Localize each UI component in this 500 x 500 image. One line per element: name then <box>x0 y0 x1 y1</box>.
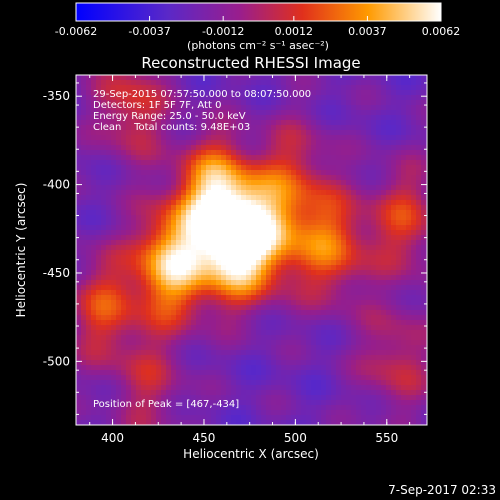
footer-timestamp: 7-Sep-2017 02:33 <box>388 483 496 497</box>
peak-position-label: Position of Peak = [467,-434] <box>93 399 239 410</box>
colorbar-frame <box>75 2 442 22</box>
colorbar-ticks: -0.0062 -0.0037 -0.0012 0.0012 0.0037 0.0062 <box>55 16 460 38</box>
colorbar-tick-label: -0.0062 <box>55 25 97 38</box>
colorbar-tick-label: -0.0012 <box>202 25 244 38</box>
colorbar-unit-label: (photons cm⁻² s⁻¹ asec⁻²) <box>187 39 329 52</box>
x-tick-label: 500 <box>284 431 307 445</box>
chart-title: Reconstructed RHESSI Image <box>141 54 360 72</box>
axis-ticks: 400 450 500 550 -350 -400 -450 -500 <box>43 75 427 445</box>
annotation-time-range: 29-Sep-2015 07:57:50.000 to 08:07:50.000 <box>93 89 311 100</box>
x-tick-label: 400 <box>101 431 124 445</box>
y-tick-label: -400 <box>43 178 70 192</box>
y-tick-label: -450 <box>43 266 70 280</box>
annotation-clean-counts: Clean Total counts: 9.48E+03 <box>93 122 250 133</box>
annotation-detectors: Detectors: 1F 5F 7F, Att 0 <box>93 100 221 111</box>
colorbar-tick-label: 0.0062 <box>422 25 461 38</box>
colorbar-tick-label: 0.0037 <box>348 25 387 38</box>
x-tick-label: 450 <box>193 431 216 445</box>
x-tick-label: 550 <box>375 431 398 445</box>
annotation-energy-range: Energy Range: 25.0 - 50.0 keV <box>93 111 246 122</box>
x-axis-label: Heliocentric X (arcsec) <box>183 447 319 461</box>
y-tick-label: -350 <box>43 89 70 103</box>
plot-frame <box>75 74 428 426</box>
colorbar <box>76 3 441 21</box>
y-tick-label: -500 <box>43 354 70 368</box>
colorbar-tick-label: 0.0012 <box>275 25 314 38</box>
y-axis-label: Heliocentric Y (arcsec) <box>14 183 28 318</box>
heatmap-image <box>76 75 427 425</box>
colorbar-tick-label: -0.0037 <box>128 25 170 38</box>
